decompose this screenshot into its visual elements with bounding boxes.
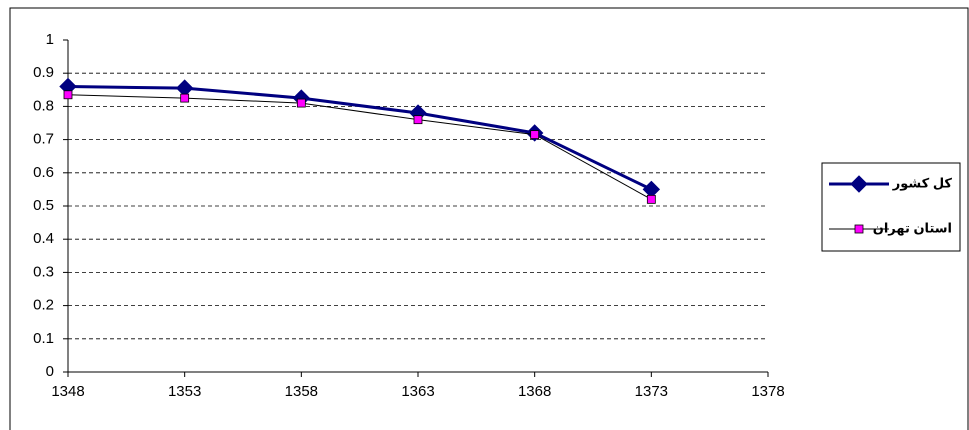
legend-label: کل کشور [892, 175, 953, 190]
x-tick-label: 1373 [635, 383, 668, 400]
legend-marker [854, 224, 864, 234]
legend-label: استان تهران [873, 220, 952, 235]
point [63, 90, 73, 100]
y-tick-label: 0.4 [33, 230, 54, 247]
x-tick-label: 1368 [518, 383, 551, 400]
y-tick-label: 0.7 [33, 131, 54, 148]
series-line [67, 84, 652, 191]
point [296, 98, 306, 108]
point [530, 130, 540, 140]
x-tick-label: 1348 [51, 383, 84, 400]
legend-marker [850, 175, 868, 193]
series-line [67, 94, 652, 200]
x-tick-label: 1353 [168, 383, 201, 400]
point [180, 93, 190, 103]
chart-border [9, 7, 969, 430]
y-tick-label: 0.9 [33, 64, 54, 81]
y-tick-label: 1 [46, 31, 54, 48]
y-tick-label: 0.3 [33, 263, 54, 280]
y-tick-label: 0 [46, 363, 54, 380]
x-tick-label: 1363 [401, 383, 434, 400]
y-tick-label: 0.1 [33, 330, 54, 347]
y-tick-label: 0.2 [33, 297, 54, 314]
point [413, 115, 423, 125]
y-tick-label: 0.5 [33, 197, 54, 214]
x-tick-label: 1378 [751, 383, 784, 400]
x-tick-label: 1358 [285, 383, 318, 400]
point [646, 194, 656, 204]
y-tick-label: 0.8 [33, 97, 54, 114]
y-tick-label: 0.6 [33, 164, 54, 181]
legend-box [821, 162, 961, 252]
